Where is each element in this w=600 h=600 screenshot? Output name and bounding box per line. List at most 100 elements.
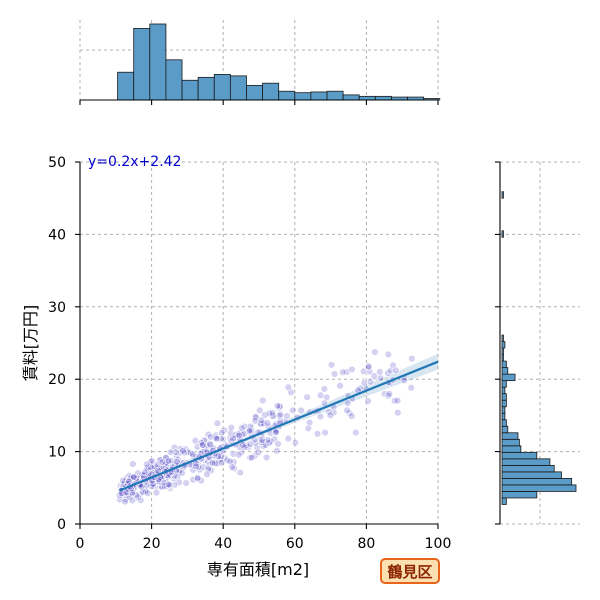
scatter-point (304, 424, 313, 433)
right-hist-bar (501, 477, 573, 486)
scatter-point (227, 429, 235, 437)
top-hist-bar (229, 75, 247, 101)
scatter-point (392, 366, 400, 375)
scatter-point (254, 448, 262, 457)
scatter-point (167, 448, 175, 456)
top-hist-bar (262, 82, 280, 101)
scatter-point (297, 406, 305, 415)
regression-line (118, 360, 439, 492)
y-axis-label: 賃料[万円] (21, 305, 40, 382)
right-hist-bar (501, 438, 520, 447)
scatter-point (152, 488, 161, 497)
scatter-point (193, 474, 202, 483)
scatter-point (246, 440, 255, 448)
scatter-point (229, 434, 237, 443)
x-tick-label: 0 (76, 536, 85, 552)
scatter-point (137, 483, 146, 491)
scatter-point (284, 434, 293, 443)
y-tick-label: 10 (48, 445, 66, 461)
scatter-point (248, 453, 256, 462)
scatter-point (303, 393, 311, 401)
right-hist-bar (501, 458, 551, 466)
top-hist-bar (197, 76, 215, 101)
top-hist-bar (149, 23, 167, 101)
scatter-point (339, 368, 347, 376)
scatter-point (291, 438, 300, 447)
right-hist-bar (501, 451, 538, 460)
scatter-point (407, 384, 415, 392)
top-hist-bar (342, 94, 360, 101)
scatter-point (273, 402, 282, 410)
scatter-point (371, 348, 379, 356)
scatter-point (385, 390, 394, 398)
right-hist-bar (501, 230, 504, 238)
right-hist-bar (501, 399, 507, 408)
scatter-point (393, 396, 402, 405)
right-hist-bar (501, 360, 507, 369)
main-gridlines (79, 161, 439, 525)
scatter-point (256, 406, 264, 415)
x-tick-label: 100 (425, 536, 452, 552)
x-axis-label: 専有面積[m2] (207, 560, 309, 579)
right-hist-bar (501, 334, 504, 342)
right-hist-bar (501, 367, 509, 375)
scatter-point (391, 397, 399, 405)
scatter-point (206, 440, 214, 449)
scatter-point (129, 460, 137, 468)
scatter-point (156, 456, 164, 464)
y-tick-label: 30 (48, 300, 66, 316)
scatter-point (360, 379, 369, 387)
ward-badge: 鶴見区 (380, 558, 440, 584)
right-hist-bar (501, 445, 522, 453)
scatter-point (155, 475, 163, 484)
scatter-point (189, 476, 197, 484)
scatter-point (228, 463, 236, 471)
top-hist-bar (213, 74, 231, 101)
right-hist-bar (501, 191, 504, 199)
scatter-point (272, 428, 280, 437)
scatter-point (364, 397, 372, 405)
y-tick-label: 0 (57, 517, 66, 533)
right-hist-bar (501, 491, 538, 499)
scatter-point (240, 443, 249, 451)
scatter-point (245, 427, 254, 435)
scatter-point (316, 412, 325, 421)
scatter-point (227, 423, 235, 432)
scatter-point (321, 428, 329, 437)
scatter-point (320, 385, 329, 393)
scatter-point (182, 479, 190, 487)
scatter-point (198, 441, 207, 449)
right-hist-bar (501, 406, 506, 414)
scatter-point (326, 411, 335, 419)
scatter-point (175, 478, 183, 487)
scatter-point (327, 361, 336, 369)
scatter-point (172, 448, 180, 456)
scatter-point (143, 489, 152, 497)
tick-labels: 0 20 40 60 80 100 0 10 20 30 40 50 (48, 155, 451, 552)
scatter-point (122, 488, 131, 497)
top-hist-bar (181, 79, 199, 101)
scatter-point (128, 496, 137, 505)
regression-equation: y=0.2x+2.42 (88, 154, 181, 170)
right-hist-bar (501, 432, 519, 440)
scatter-point (235, 431, 244, 440)
scatter-point (143, 460, 151, 468)
scatter-point (207, 433, 215, 441)
right-histogram (501, 191, 577, 505)
scatter-point (173, 457, 181, 466)
top-hist-bar (278, 90, 296, 101)
scatter-point (283, 412, 291, 420)
scatter-point (276, 402, 284, 410)
scatter-point (235, 451, 243, 459)
x-tick-label: 40 (214, 536, 232, 552)
scatter-point (147, 457, 155, 466)
scatter-point (141, 468, 149, 476)
right-hist-bar (501, 386, 506, 395)
scatter-point (212, 434, 220, 443)
scatter-point (213, 435, 222, 443)
scatter-point (352, 428, 360, 437)
axes (75, 99, 501, 529)
right-hist-bar (501, 354, 504, 362)
scatter-point (236, 468, 244, 477)
